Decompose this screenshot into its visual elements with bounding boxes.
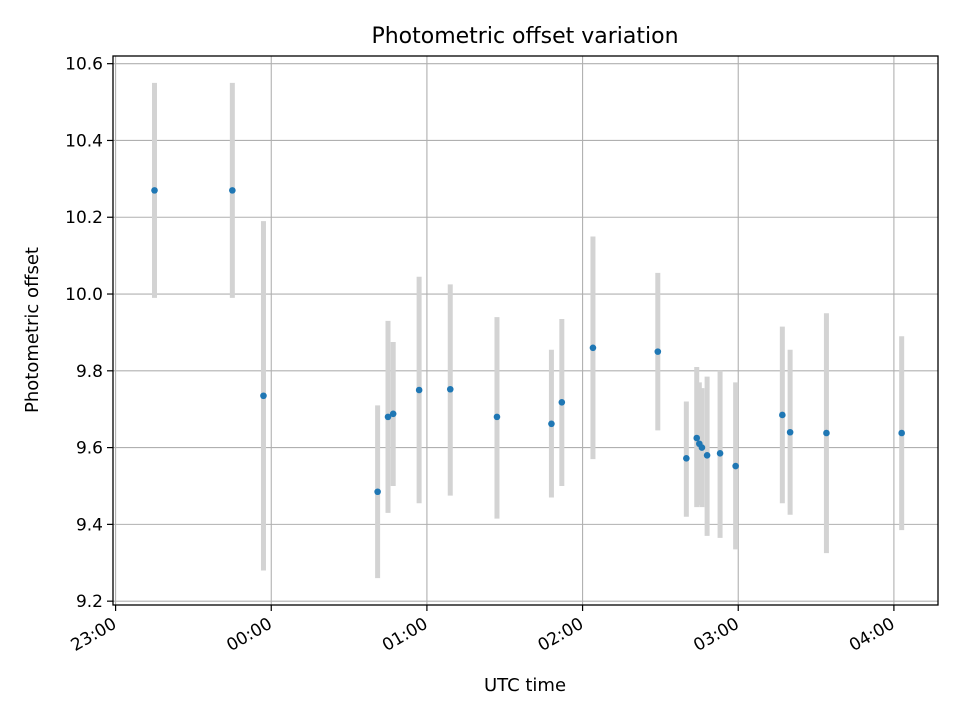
data-point bbox=[683, 455, 690, 462]
data-point bbox=[260, 392, 267, 400]
chart-title: Photometric offset variation bbox=[371, 24, 678, 49]
data-point bbox=[415, 386, 423, 394]
y-tick-label: 10.6 bbox=[65, 55, 103, 75]
x-axis-ticks: 23:00 00:00 01:00 02:00 03:00 04:00 bbox=[68, 605, 898, 656]
error-bars bbox=[152, 82, 905, 579]
grid bbox=[113, 56, 938, 605]
y-tick-label: 10.0 bbox=[65, 285, 103, 305]
y-tick-label: 10.4 bbox=[65, 131, 103, 151]
data-point bbox=[558, 398, 566, 406]
y-axis-label: Photometric offset bbox=[22, 247, 43, 413]
data-point bbox=[732, 462, 739, 470]
x-tick-label: 23:00 bbox=[68, 614, 120, 656]
data-point bbox=[703, 451, 711, 459]
x-tick-label: 00:00 bbox=[223, 614, 275, 656]
data-point bbox=[229, 187, 236, 194]
plot-frame bbox=[112, 55, 939, 606]
y-tick-label: 9.8 bbox=[76, 362, 103, 382]
data-point bbox=[374, 488, 381, 496]
x-axis-label: UTC time bbox=[484, 675, 566, 696]
data-point bbox=[786, 428, 794, 436]
data-point bbox=[898, 429, 905, 437]
y-axis-ticks: 9.2 9.4 9.6 9.8 10.0 10.2 10.4 10.6 bbox=[65, 55, 113, 612]
y-tick-label: 10.2 bbox=[65, 208, 103, 228]
data-point bbox=[654, 348, 662, 355]
data-point bbox=[446, 385, 454, 393]
y-tick-label: 9.6 bbox=[76, 439, 103, 459]
data-point bbox=[779, 411, 786, 419]
data-points bbox=[151, 187, 905, 496]
x-tick-label: 01:00 bbox=[379, 614, 431, 656]
y-tick-label: 9.4 bbox=[76, 515, 103, 535]
x-tick-label: 02:00 bbox=[535, 614, 587, 656]
y-tick-label: 9.2 bbox=[76, 592, 103, 612]
data-point bbox=[493, 413, 501, 421]
data-point bbox=[589, 344, 597, 352]
data-point bbox=[698, 444, 706, 451]
data-point bbox=[823, 429, 830, 437]
x-tick-label: 04:00 bbox=[846, 614, 898, 656]
data-point bbox=[693, 434, 701, 442]
data-point bbox=[151, 187, 158, 194]
data-point bbox=[716, 450, 724, 457]
data-point bbox=[548, 420, 555, 428]
x-tick-label: 03:00 bbox=[690, 614, 742, 656]
data-point bbox=[389, 410, 397, 418]
data-point bbox=[384, 413, 392, 421]
